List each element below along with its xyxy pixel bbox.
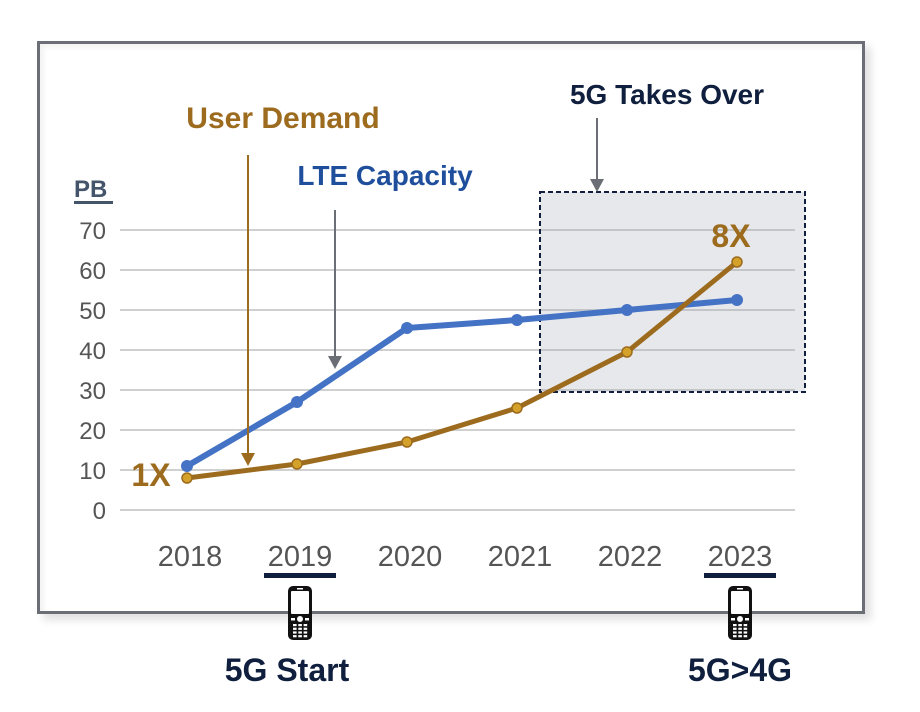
user-demand-label: User Demand [186, 102, 379, 135]
y-axis-ticks: 0 10 20 30 40 50 60 70 [79, 218, 106, 525]
phone-key [293, 624, 297, 627]
highlight-region-border [539, 191, 806, 393]
mobile-phone-icon [728, 586, 752, 640]
phone-speaker [297, 588, 303, 590]
phone-key [293, 635, 297, 638]
milestones-group: 5G Start 5G>4G [225, 573, 792, 688]
phone-key [303, 627, 308, 630]
phone-key [298, 624, 302, 627]
data-point [181, 460, 193, 472]
y-axis-label: PB [74, 176, 107, 203]
y-tick-label: 70 [79, 218, 106, 245]
y-tick-label: 60 [79, 258, 106, 285]
data-point [731, 294, 743, 306]
phone-key [293, 627, 297, 630]
phone-key [745, 618, 749, 621]
phone-key [738, 635, 742, 638]
x-tick-label: 2018 [158, 541, 223, 573]
phone-key [738, 624, 742, 627]
phone-key [733, 624, 737, 627]
milestone-underline [264, 573, 336, 578]
phone-nav-button [737, 616, 743, 622]
phone-key [305, 618, 309, 621]
y-tick-label: 40 [79, 338, 106, 365]
phone-speaker [737, 588, 743, 590]
phone-key [743, 635, 748, 638]
phone-key [743, 627, 748, 630]
phone-key [733, 627, 737, 630]
data-point [291, 396, 303, 408]
milestone-underline [704, 573, 776, 578]
data-point [181, 472, 193, 484]
data-point [621, 346, 633, 358]
data-point [511, 314, 523, 326]
phone-key [298, 627, 302, 630]
y-tick-label: 20 [79, 418, 106, 445]
milestone-label: 5G Start [225, 652, 350, 688]
start-multiplier-label: 1X [131, 457, 171, 493]
x-tick-label: 2023 [708, 541, 773, 573]
highlight-region-group [539, 191, 806, 393]
phone-screen [731, 591, 749, 614]
y-axis-label-underline [74, 201, 113, 204]
x-tick-label: 2019 [268, 541, 333, 573]
series-line-lte-capacity [185, 297, 738, 469]
series-line-user-demand [186, 260, 739, 481]
phone-key [738, 627, 742, 630]
phone-key [298, 635, 302, 638]
phone-key [743, 624, 748, 627]
phone-key [303, 624, 308, 627]
y-tick-label: 30 [79, 378, 106, 405]
5g-takes-over-arrowhead [590, 179, 604, 192]
phone-key [291, 618, 295, 621]
phone-key [743, 631, 748, 634]
data-point [731, 256, 743, 268]
y-tick-label: 10 [79, 458, 106, 485]
phone-key [298, 631, 302, 634]
annotations-group: User Demand LTE Capacity 5G Takes Over 1X 8X [131, 79, 764, 493]
y-tick-label: 50 [79, 298, 106, 325]
phone-key [738, 631, 742, 634]
user-demand-arrowhead [241, 453, 255, 466]
data-point [621, 304, 633, 316]
lte-capacity-label: LTE Capacity [297, 160, 473, 191]
phone-key [303, 635, 308, 638]
data-point [291, 458, 303, 470]
phone-nav-button [297, 616, 303, 622]
data-point [511, 402, 523, 414]
milestone-label: 5G>4G [688, 652, 792, 688]
x-tick-label: 2022 [598, 541, 663, 573]
phone-screen [291, 591, 309, 614]
data-point [401, 436, 413, 448]
mobile-phone-icon [288, 586, 312, 640]
lte-capacity-arrowhead [328, 356, 342, 369]
x-axis-ticks: 2018 2019 2020 2021 2022 2023 [158, 541, 773, 573]
end-multiplier-label: 8X [711, 218, 751, 254]
phone-key [293, 631, 297, 634]
x-tick-label: 2020 [378, 541, 443, 573]
phone-key [733, 635, 737, 638]
highlight-region [540, 192, 805, 392]
5g-takes-over-label: 5G Takes Over [570, 79, 764, 110]
phone-key [303, 631, 308, 634]
x-tick-label: 2021 [488, 541, 553, 573]
data-point [401, 322, 413, 334]
phone-key [733, 631, 737, 634]
phone-key [731, 618, 735, 621]
y-tick-label: 0 [93, 498, 106, 525]
series-group [181, 256, 743, 484]
